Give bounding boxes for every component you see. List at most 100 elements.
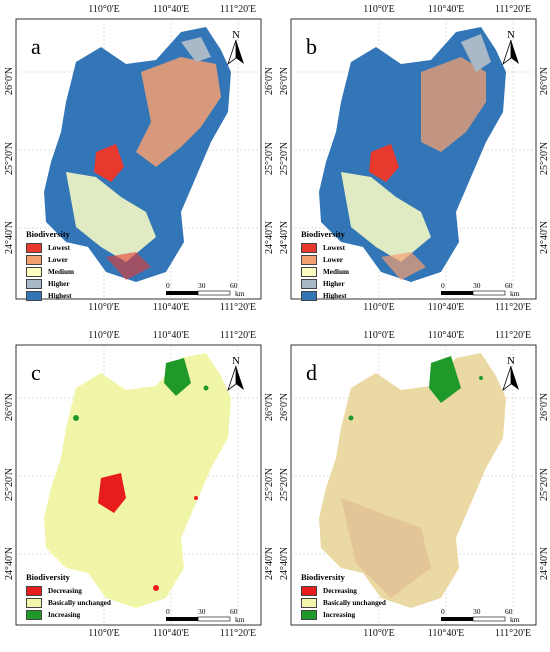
scale-label: 30 bbox=[198, 281, 206, 290]
lon-tick: 110°40'E bbox=[152, 302, 190, 313]
legend-item: Highest bbox=[26, 290, 74, 302]
change-map-c bbox=[15, 344, 262, 626]
lon-tick: 111°20'E bbox=[494, 628, 532, 639]
lat-tick: 24°40'N bbox=[539, 220, 550, 254]
north-arrow-icon: N bbox=[227, 29, 244, 66]
north-label: N bbox=[507, 355, 515, 367]
panel-label: d bbox=[306, 360, 317, 385]
lat-tick: 24°40'N bbox=[264, 546, 275, 580]
lat-tick: 24°40'N bbox=[264, 220, 275, 254]
lon-tick: 110°40'E bbox=[427, 302, 465, 313]
lat-tick: 26°0'N bbox=[264, 66, 275, 95]
legend-item: Decreasing bbox=[26, 585, 111, 597]
lon-tick: 110°0'E bbox=[88, 302, 120, 313]
legend-item: Medium bbox=[26, 266, 74, 278]
scale-bar: 0 30 60 km bbox=[164, 607, 260, 627]
change-map-d bbox=[290, 344, 537, 626]
north-label: N bbox=[507, 29, 515, 41]
lat-tick: 25°20'N bbox=[4, 141, 15, 175]
legend-item: Lowest bbox=[26, 242, 74, 254]
lon-tick: 110°40'E bbox=[152, 4, 190, 15]
scale-label: 60 bbox=[230, 607, 238, 616]
lat-tick: 24°40'N bbox=[4, 220, 15, 254]
lon-tick: 110°0'E bbox=[363, 330, 395, 341]
lat-tick: 25°20'N bbox=[264, 141, 275, 175]
map-legend: Biodiversity Lowest Lower Medium Higher … bbox=[26, 229, 74, 302]
scale-unit: km bbox=[510, 615, 520, 624]
lon-tick: 110°0'E bbox=[363, 4, 395, 15]
lat-tick: 26°0'N bbox=[4, 66, 15, 95]
lat-tick: 25°20'N bbox=[539, 467, 550, 501]
north-arrow-icon: N bbox=[502, 29, 519, 66]
lat-tick: 26°0'N bbox=[264, 392, 275, 421]
lat-tick: 25°20'N bbox=[279, 141, 290, 175]
lon-tick: 110°0'E bbox=[88, 330, 120, 341]
scale-unit: km bbox=[235, 289, 245, 298]
lat-tick: 26°0'N bbox=[279, 392, 290, 421]
lat-tick: 26°0'N bbox=[539, 392, 550, 421]
lon-tick: 110°40'E bbox=[427, 330, 465, 341]
scale-label: 30 bbox=[473, 281, 481, 290]
legend-title: Biodiversity bbox=[301, 572, 345, 582]
lat-tick: 24°40'N bbox=[279, 546, 290, 580]
map-legend: Biodiversity Decreasing Basically unchan… bbox=[301, 572, 386, 621]
legend-item: Basically unchanged bbox=[26, 597, 111, 609]
legend-title: Biodiversity bbox=[301, 229, 345, 239]
lon-tick: 110°0'E bbox=[88, 628, 120, 639]
scale-bar: 0 30 60 km bbox=[164, 281, 260, 301]
scale-label: 60 bbox=[230, 281, 238, 290]
legend-item: Decreasing bbox=[301, 585, 386, 597]
scale-unit: km bbox=[235, 615, 245, 624]
lat-tick: 26°0'N bbox=[539, 66, 550, 95]
map-legend: Biodiversity Lowest Lower Medium Higher … bbox=[301, 229, 349, 302]
panel-label: b bbox=[306, 34, 317, 59]
scale-label: 60 bbox=[505, 281, 513, 290]
lon-tick: 111°20'E bbox=[494, 330, 532, 341]
lon-tick: 111°20'E bbox=[494, 302, 532, 313]
map-panel-b: b 110°0'E 110°40'E 111°20'E 110°0'E 110°… bbox=[279, 2, 550, 320]
lat-tick: 24°40'N bbox=[279, 220, 290, 254]
lat-tick: 24°40'N bbox=[4, 546, 15, 580]
lon-tick: 111°20'E bbox=[219, 4, 257, 15]
lon-tick: 110°40'E bbox=[427, 4, 465, 15]
scale-unit: km bbox=[510, 289, 520, 298]
legend-item: Highest bbox=[301, 290, 349, 302]
lat-tick: 26°0'N bbox=[4, 392, 15, 421]
lon-tick: 110°40'E bbox=[152, 330, 190, 341]
legend-item: Lower bbox=[301, 254, 349, 266]
legend-title: Biodiversity bbox=[26, 229, 70, 239]
legend-item: Higher bbox=[26, 278, 74, 290]
lon-tick: 110°40'E bbox=[152, 628, 190, 639]
map-legend: Biodiversity Decreasing Basically unchan… bbox=[26, 572, 111, 621]
lat-tick: 24°40'N bbox=[539, 546, 550, 580]
north-label: N bbox=[232, 355, 240, 367]
lon-tick: 111°20'E bbox=[219, 302, 257, 313]
lon-tick: 110°40'E bbox=[427, 628, 465, 639]
legend-item: Lower bbox=[26, 254, 74, 266]
lon-tick: 110°0'E bbox=[88, 4, 120, 15]
scale-bar: 0 30 60 km bbox=[439, 607, 535, 627]
lon-tick: 110°0'E bbox=[363, 302, 395, 313]
legend-title: Biodiversity bbox=[26, 572, 70, 582]
map-panel-a: a 110°0'E 110°40'E 111°20'E 110°0'E 110°… bbox=[4, 2, 275, 320]
map-panel-d: d 110°0'E 110°40'E 111°20'E 110°0'E 110°… bbox=[279, 328, 550, 646]
biodiversity-map-a bbox=[15, 18, 262, 300]
scale-label: 0 bbox=[166, 281, 170, 290]
lat-tick: 25°20'N bbox=[4, 467, 15, 501]
legend-item: Increasing bbox=[301, 609, 386, 621]
map-panel-c: c 110°0'E 110°40'E 111°20'E 110°0'E 110°… bbox=[4, 328, 275, 646]
lat-tick: 25°20'N bbox=[264, 467, 275, 501]
legend-item: Lowest bbox=[301, 242, 349, 254]
panel-label: c bbox=[31, 360, 41, 385]
lat-tick: 25°20'N bbox=[279, 467, 290, 501]
lon-tick: 111°20'E bbox=[494, 4, 532, 15]
lon-tick: 111°20'E bbox=[219, 330, 257, 341]
scale-label: 30 bbox=[473, 607, 481, 616]
legend-item: Increasing bbox=[26, 609, 111, 621]
north-label: N bbox=[232, 29, 240, 41]
scale-label: 0 bbox=[166, 607, 170, 616]
panel-label: a bbox=[31, 34, 41, 59]
lat-tick: 25°20'N bbox=[539, 141, 550, 175]
scale-label: 30 bbox=[198, 607, 206, 616]
scale-bar: 0 30 60 km bbox=[439, 281, 535, 301]
